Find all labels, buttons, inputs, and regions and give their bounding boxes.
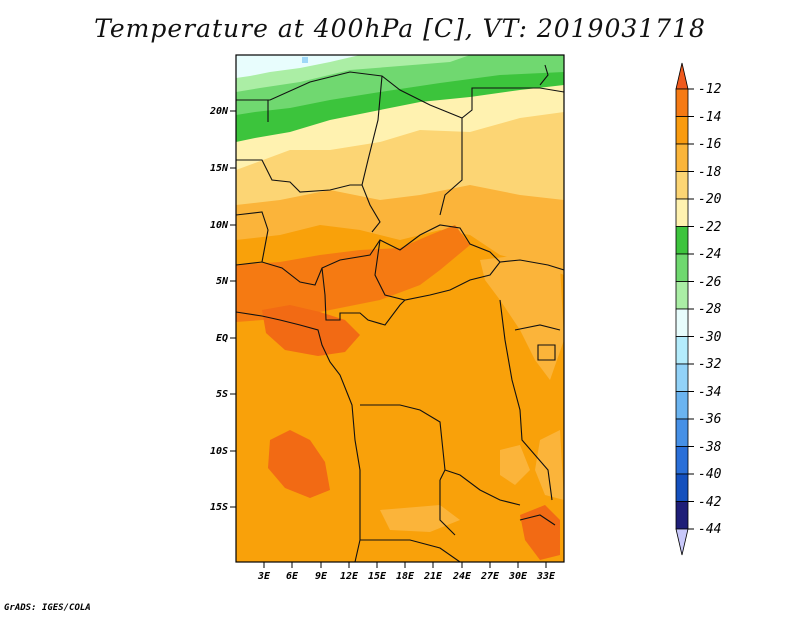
colorbar-label: -42 (698, 495, 722, 510)
lat-label: 10N (210, 220, 229, 231)
lon-label: 33E (536, 571, 556, 582)
lon-label: 9E (315, 571, 328, 582)
colorbar-label: -30 (698, 330, 722, 345)
colorbar-cell (675, 418, 689, 447)
colorbar-label: -38 (698, 440, 722, 455)
colorbar-label: -36 (698, 412, 722, 427)
colorbar-label: -34 (698, 385, 721, 400)
colorbar-cell (675, 336, 689, 365)
lon-label: 15E (368, 571, 387, 582)
colorbar-labels: -12 -14 -16 -18 -20 -22 -24 -26 -28 -30 … (698, 82, 722, 537)
lat-label: 15S (210, 502, 228, 513)
colorbar-label: -24 (698, 247, 721, 262)
lon-label: 3E (257, 571, 271, 582)
colorbar: -12 -14 -16 -18 -20 -22 -24 -26 -28 -30 … (675, 62, 722, 556)
lon-label: 18E (396, 571, 415, 582)
colorbar-label: -12 (698, 82, 722, 97)
colorbar-label: -40 (698, 467, 722, 482)
colorbar-label: -22 (698, 220, 722, 235)
lon-label: 30E (508, 571, 528, 582)
colorbar-label: -16 (698, 137, 722, 152)
colorbar-label: -14 (698, 110, 721, 125)
colorbar-cells (675, 62, 694, 556)
colorbar-cell (675, 363, 689, 392)
lat-label: 20N (209, 106, 229, 117)
lon-label: 21E (423, 571, 443, 582)
lon-label: 12E (340, 571, 359, 582)
lat-label: EQ (216, 333, 228, 344)
colorbar-arrow-top (675, 62, 689, 90)
colorbar-cell (675, 226, 689, 255)
colorbar-cell (675, 308, 689, 337)
colorbar-cell (675, 281, 689, 310)
grads-credit: GrADS: IGES/COLA (4, 603, 91, 613)
colorbar-cell (675, 501, 689, 530)
colorbar-cell (675, 253, 689, 282)
colorbar-cell (675, 171, 689, 200)
longitude-axis: 3E 6E 9E 12E 15E 18E 21E 24E 27E 30E 33E (257, 562, 556, 582)
colorbar-label: -20 (698, 192, 722, 207)
colorbar-cell (675, 116, 689, 145)
colorbar-cell (675, 473, 689, 502)
colorbar-cell (675, 446, 689, 475)
latitude-axis: 20N 15N 10N 5N EQ 5S 10S 15S (209, 106, 236, 513)
colorbar-cell (675, 143, 689, 172)
map-frame (235, 54, 565, 563)
colorbar-cell (675, 391, 689, 420)
lon-label: 24E (452, 571, 472, 582)
lat-label: 5N (216, 276, 229, 287)
colorbar-label: -28 (698, 302, 722, 317)
temperature-field (236, 55, 564, 562)
lat-label: 15N (210, 163, 229, 174)
lon-label: 27E (480, 571, 500, 582)
colorbar-cell (675, 198, 689, 227)
lat-label: 5S (216, 389, 228, 400)
colorbar-label: -18 (698, 165, 722, 180)
colorbar-label: -44 (698, 522, 721, 537)
country-borders (236, 64, 564, 562)
map-title: Temperature at 400hPa [C], VT: 201903171… (94, 14, 706, 43)
colorbar-label: -32 (698, 357, 722, 372)
lat-label: 10S (210, 446, 228, 457)
colorbar-label: -26 (698, 275, 722, 290)
colorbar-arrow-bottom (675, 528, 689, 556)
lon-label: 6E (286, 571, 299, 582)
colorbar-cell (675, 88, 689, 117)
